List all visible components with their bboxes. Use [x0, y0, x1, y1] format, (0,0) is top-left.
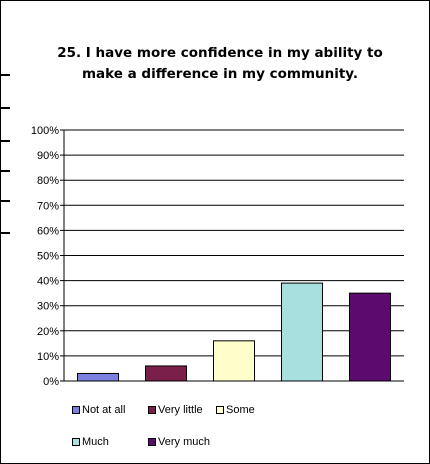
y-tick-label: 70%	[37, 200, 59, 212]
legend-item: Very much	[148, 436, 210, 448]
side-rule	[0, 107, 10, 109]
y-tick-label: 30%	[37, 301, 59, 313]
bar-much	[281, 282, 323, 382]
bar-not-at-all	[77, 372, 119, 382]
y-tick-label: 20%	[37, 326, 59, 338]
legend-item: Not at all	[72, 404, 125, 416]
bar-very-little	[145, 365, 187, 382]
y-tick-label: 80%	[37, 175, 59, 187]
y-tick-label: 50%	[37, 251, 59, 263]
side-rule	[0, 232, 10, 234]
bar-very-much	[349, 292, 391, 382]
side-rule	[0, 200, 10, 202]
legend-swatch	[148, 406, 156, 414]
y-tick-label: 0%	[43, 376, 59, 388]
legend-item: Very little	[148, 404, 203, 416]
legend-label: Some	[226, 404, 255, 416]
legend-swatch	[216, 406, 224, 414]
y-tick-label: 90%	[37, 150, 59, 162]
legend-swatch	[72, 406, 80, 414]
side-rule	[0, 140, 10, 142]
legend-label: Much	[82, 436, 109, 448]
legend-label: Not at all	[82, 404, 126, 416]
legend-swatch	[148, 438, 156, 446]
y-tick-label: 100%	[31, 125, 59, 137]
y-tick-label: 60%	[37, 225, 59, 237]
legend-item: Some	[216, 404, 255, 416]
legend-item: Much	[72, 436, 109, 448]
legend-label: Very much	[158, 436, 210, 448]
legend-label: Very little	[158, 404, 203, 416]
y-tick-label: 40%	[37, 276, 59, 288]
y-tick-label: 10%	[37, 351, 59, 363]
chart-title: 25. I have more confidence in my ability…	[57, 45, 383, 82]
legend-swatch	[72, 438, 80, 446]
side-rule	[0, 170, 10, 172]
side-rule	[0, 74, 10, 76]
bar-some	[213, 340, 255, 382]
